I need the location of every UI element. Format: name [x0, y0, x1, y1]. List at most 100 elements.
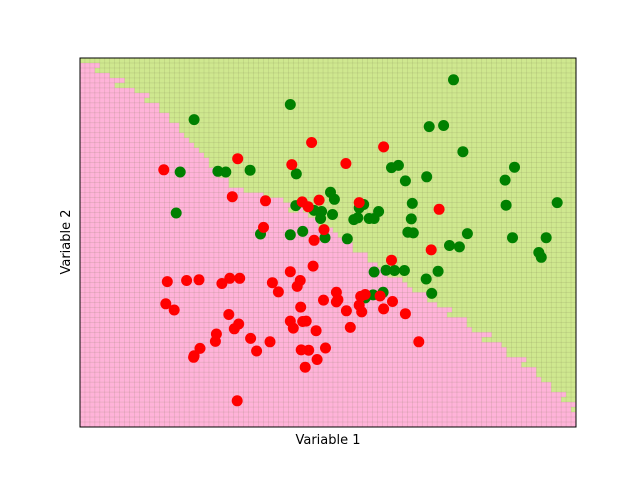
- region-cell-green: [551, 152, 557, 159]
- region-cell-green: [402, 102, 408, 109]
- region-cell-pink: [308, 282, 314, 288]
- region-cell-pink: [308, 302, 314, 308]
- region-cell-pink: [89, 262, 96, 268]
- region-cell-green: [397, 82, 403, 89]
- region-cell-green: [506, 97, 512, 104]
- region-cell-green: [566, 152, 572, 159]
- region-cell-green: [566, 182, 572, 189]
- region-cell-green: [233, 177, 240, 184]
- region-cell-pink: [114, 267, 121, 273]
- region-cell-green: [263, 122, 269, 129]
- region-cell-green: [417, 267, 423, 273]
- region-cell-pink: [149, 107, 155, 114]
- region-cell-green: [486, 82, 493, 89]
- region-cell-pink: [99, 172, 106, 179]
- region-cell-pink: [80, 302, 86, 308]
- region-cell-green: [442, 137, 448, 144]
- region-cell-green: [432, 72, 438, 79]
- region-cell-green: [323, 77, 329, 84]
- region-cell-green: [556, 222, 562, 228]
- region-cell-pink: [149, 192, 155, 199]
- region-cell-green: [367, 147, 374, 154]
- region-cell-pink: [422, 297, 428, 303]
- region-cell-green: [258, 58, 264, 64]
- region-cell-green: [541, 77, 547, 84]
- region-cell-green: [561, 157, 567, 164]
- region-cell-pink: [119, 92, 126, 99]
- region-cell-green: [417, 217, 423, 223]
- region-cell-green: [208, 97, 215, 104]
- region-cell-green: [288, 147, 294, 154]
- region-cell-green: [521, 297, 527, 303]
- region-cell-green: [362, 127, 369, 134]
- region-cell-pink: [129, 227, 135, 233]
- region-cell-green: [332, 127, 339, 134]
- region-cell-green: [303, 82, 309, 89]
- region-cell-green: [397, 217, 403, 223]
- region-cell-pink: [134, 217, 140, 223]
- region-cell-green: [501, 167, 507, 174]
- region-cell-pink: [139, 92, 145, 99]
- region-cell-green: [496, 247, 502, 253]
- region-cell-green: [486, 192, 493, 199]
- region-cell-green: [139, 58, 145, 64]
- region-cell-green: [432, 152, 438, 159]
- region-cell-green: [323, 102, 329, 109]
- region-cell-green: [456, 107, 463, 114]
- region-cell-green: [516, 167, 522, 174]
- region-cell-pink: [104, 217, 111, 223]
- region-cell-green: [556, 282, 562, 288]
- region-cell-green: [179, 92, 185, 99]
- region-cell-pink: [89, 257, 96, 263]
- region-cell-green: [263, 127, 269, 134]
- region-cell-green: [397, 242, 403, 248]
- region-cell-green: [263, 177, 269, 184]
- region-cell-green: [412, 97, 418, 104]
- region-cell-pink: [218, 287, 225, 293]
- region-cell-green: [506, 267, 512, 273]
- region-cell-pink: [134, 162, 140, 169]
- region-cell-pink: [109, 217, 116, 223]
- region-cell-green: [511, 87, 517, 94]
- region-cell-green: [342, 77, 349, 84]
- region-cell-green: [452, 182, 458, 189]
- region-cell-green: [447, 192, 453, 199]
- region-cell-green: [407, 107, 413, 114]
- region-cell-green: [392, 112, 398, 119]
- region-cell-green: [531, 92, 537, 99]
- region-cell-pink: [204, 212, 210, 218]
- region-cell-green: [273, 117, 279, 124]
- region-cell-green: [412, 152, 418, 159]
- region-cell-green: [516, 217, 522, 223]
- region-cell-pink: [313, 222, 319, 228]
- region-cell-green: [303, 117, 309, 124]
- region-cell-green: [506, 287, 512, 293]
- region-cell-green: [531, 67, 537, 74]
- region-cell-green: [536, 92, 542, 99]
- region-cell-green: [541, 212, 547, 218]
- region-cell-pink: [109, 262, 116, 268]
- region-cell-green: [382, 162, 388, 169]
- region-cell-green: [293, 58, 299, 64]
- region-cell-pink: [154, 252, 160, 258]
- region-cell-pink: [323, 292, 329, 298]
- region-cell-green: [571, 297, 577, 303]
- region-cell-green: [263, 72, 269, 79]
- region-cell-pink: [328, 237, 334, 243]
- region-cell-green: [347, 157, 354, 164]
- region-cell-green: [531, 152, 537, 159]
- region-cell-green: [169, 67, 175, 74]
- region-cell-green: [362, 92, 369, 99]
- region-cell-pink: [134, 207, 140, 213]
- region-cell-pink: [119, 232, 126, 238]
- region-cell-green: [332, 137, 339, 144]
- region-cell-green: [382, 132, 388, 139]
- region-cell-green: [337, 87, 344, 94]
- region-cell-green: [377, 132, 383, 139]
- region-cell-green: [169, 112, 175, 119]
- region-cell-green: [328, 97, 334, 104]
- region-cell-green: [367, 182, 374, 189]
- region-cell-green: [481, 237, 488, 243]
- region-cell-green: [456, 172, 463, 179]
- region-cell-green: [442, 167, 448, 174]
